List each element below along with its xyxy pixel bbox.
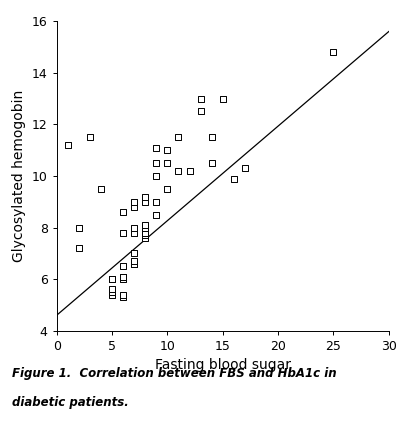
Y-axis label: Glycosylated hemogobin: Glycosylated hemogobin [12,90,26,262]
Point [131,229,137,236]
Point [197,95,204,102]
Point [142,224,149,231]
Point [131,204,137,210]
Point [87,134,93,141]
Point [209,160,215,167]
Point [131,258,137,265]
Point [142,229,149,236]
Point [142,224,149,231]
Point [76,224,82,231]
Point [186,167,193,174]
Point [120,273,126,280]
Point [120,263,126,270]
Point [109,289,115,296]
Point [142,198,149,205]
Point [120,291,126,298]
X-axis label: Fasting blood sugar: Fasting blood sugar [155,358,291,372]
Point [142,234,149,241]
Point [209,134,215,141]
Point [109,291,115,298]
Point [120,209,126,215]
Point [109,289,115,296]
Point [64,142,71,148]
Point [131,260,137,267]
Point [230,175,237,182]
Point [164,185,171,192]
Point [142,232,149,239]
Point [142,222,149,229]
Point [109,276,115,282]
Point [131,198,137,205]
Point [142,193,149,200]
Point [120,294,126,301]
Text: Figure 1.  Correlation between FBS and HbA1c in: Figure 1. Correlation between FBS and Hb… [12,367,337,380]
Point [153,144,160,151]
Point [220,95,226,102]
Point [242,165,248,172]
Point [120,229,126,236]
Point [98,185,104,192]
Point [76,245,82,251]
Point [120,276,126,282]
Point [131,250,137,257]
Point [131,224,137,231]
Point [175,134,182,141]
Point [164,147,171,153]
Text: diabetic patients.: diabetic patients. [12,396,129,410]
Point [153,211,160,218]
Point [131,260,137,267]
Point [175,167,182,174]
Point [109,286,115,293]
Point [153,198,160,205]
Point [109,276,115,282]
Point [197,108,204,115]
Point [153,160,160,167]
Point [164,160,171,167]
Point [142,229,149,236]
Point [153,173,160,179]
Point [330,49,337,56]
Point [120,273,126,280]
